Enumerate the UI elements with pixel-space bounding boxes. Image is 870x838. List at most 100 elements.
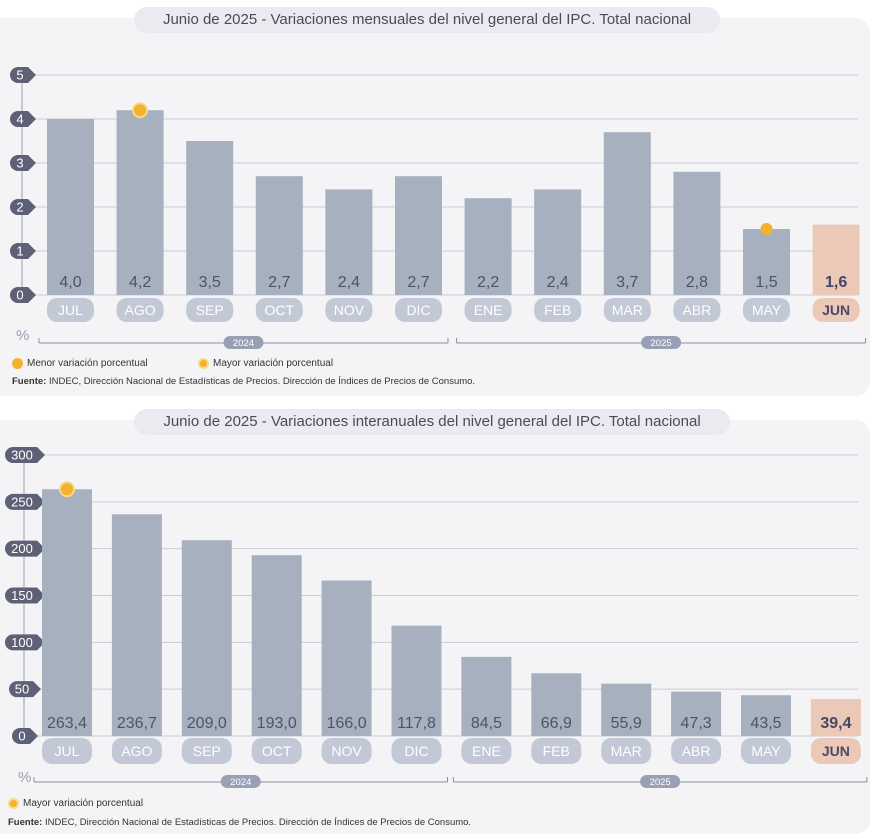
bar <box>601 683 652 736</box>
bar <box>603 132 651 295</box>
legend-max: Mayor variación porcentual <box>198 358 333 369</box>
min-marker <box>760 223 773 235</box>
monthly-chart: 0 1 2 3 4 5% JUL 4,0 AGO 4,2 SEP 3,5 OCT 2,7 NOV 2,4 DIC… <box>10 67 867 349</box>
y-tick-pill <box>5 587 45 604</box>
bar <box>251 555 302 736</box>
value-label: 193,0 <box>257 715 297 732</box>
y-tick-pill <box>5 493 45 510</box>
bar <box>461 656 512 736</box>
category-label: DIC <box>404 743 428 759</box>
y-tick-label: 3 <box>16 156 23 171</box>
category-pill <box>534 298 582 322</box>
category-label: MAR <box>612 302 643 318</box>
bar <box>743 229 790 295</box>
y-tick-pill <box>5 447 45 463</box>
max-marker-icon <box>198 358 209 369</box>
monthly-chart-panel: 0 1 2 3 4 5% JUL 4,0 AGO 4,2 SEP 3,5 OCT 2,7 NOV 2,4 DIC… <box>0 18 870 396</box>
value-label: 3,5 <box>199 274 221 291</box>
category-pill <box>181 738 232 764</box>
value-label: 1,6 <box>825 274 847 291</box>
bar <box>255 176 303 295</box>
bar <box>186 141 234 295</box>
category-label: ABR <box>683 302 712 318</box>
y-tick-label: 0 <box>18 729 25 744</box>
category-pill <box>47 298 94 322</box>
category-pill <box>325 298 373 322</box>
y-axis-unit: % <box>16 327 29 344</box>
category-pill <box>603 298 651 322</box>
y-tick-label: 2 <box>16 200 23 215</box>
category-pill <box>255 298 303 322</box>
year-pill <box>220 775 261 788</box>
source-bold: Fuente: <box>8 817 43 828</box>
y-tick-pill <box>10 67 36 83</box>
source-note: Fuente: INDEC, Dirección Nacional de Est… <box>8 817 471 828</box>
y-tick-pill <box>10 243 36 259</box>
bar <box>321 580 372 736</box>
value-label: 2,7 <box>268 274 290 291</box>
category-label: JUL <box>55 743 80 759</box>
category-label: MAR <box>611 743 642 759</box>
y-tick-pill <box>5 540 45 557</box>
category-pill <box>741 738 791 764</box>
category-label: OCT <box>262 743 292 759</box>
category-label: FEB <box>543 743 570 759</box>
y-tick-label: 250 <box>11 494 33 509</box>
category-pill <box>116 298 164 322</box>
title-date: Junio de 2025 <box>162 11 258 28</box>
source-text: INDEC, Dirección Nacional de Estadística… <box>46 376 476 387</box>
y-tick-label: 5 <box>16 68 23 83</box>
value-label: 84,5 <box>471 715 502 732</box>
y-tick-label: 100 <box>11 635 33 650</box>
category-pill <box>111 738 162 764</box>
value-label: 2,2 <box>477 274 499 291</box>
category-pill <box>464 298 512 322</box>
category-label: JUL <box>58 302 83 318</box>
source-bold: Fuente: <box>12 376 47 387</box>
category-pill <box>810 738 861 764</box>
y-tick-label: 300 <box>11 448 33 463</box>
legend-max-label: Mayor variación porcentual <box>23 798 144 809</box>
monthly-chart-title: Junio de 2025 - Variaciones mensuales de… <box>134 7 720 33</box>
legend-max: Mayor variación porcentual <box>8 798 143 809</box>
category-label: OCT <box>265 302 295 318</box>
category-pill <box>391 738 442 764</box>
legend-min: Menor variación porcentual <box>12 358 148 369</box>
value-label: 2,8 <box>686 274 708 291</box>
y-tick-pill <box>10 155 36 171</box>
category-pill <box>42 738 92 764</box>
source-note: Fuente: INDEC, Dirección Nacional de Est… <box>12 376 475 387</box>
y-tick-pill <box>10 111 36 127</box>
category-pill <box>601 738 652 764</box>
value-label: 2,4 <box>338 274 360 291</box>
y-tick-pill <box>12 728 38 744</box>
title-date: Junio de 2025 <box>163 413 258 430</box>
category-label: ENE <box>474 302 503 318</box>
bar <box>464 198 512 295</box>
legend-max-label: Mayor variación porcentual <box>213 358 334 369</box>
bar <box>42 489 92 736</box>
category-label: SEP <box>193 743 221 759</box>
category-pill <box>321 738 372 764</box>
value-label: 39,4 <box>820 715 851 732</box>
bar <box>325 189 373 295</box>
category-pill <box>531 738 582 764</box>
bar <box>810 699 861 736</box>
title-sep: - <box>257 11 271 28</box>
year-pill <box>640 775 681 788</box>
source-text: INDEC, Dirección Nacional de Estadística… <box>42 817 472 828</box>
category-label: JUN <box>822 302 850 318</box>
y-axis-unit: % <box>18 769 31 786</box>
category-label: ENE <box>472 743 501 759</box>
category-label: MAY <box>752 302 782 318</box>
year-label: 2024 <box>230 777 251 788</box>
category-label: MAY <box>751 743 781 759</box>
year-pill <box>641 336 682 349</box>
category-pill <box>186 298 234 322</box>
title-text: Variaciones mensuales del nivel general … <box>270 11 692 28</box>
category-label: FEB <box>544 302 571 318</box>
bar <box>741 695 791 736</box>
title-sep: - <box>257 413 271 430</box>
value-label: 209,0 <box>187 715 227 732</box>
bar <box>534 189 582 295</box>
